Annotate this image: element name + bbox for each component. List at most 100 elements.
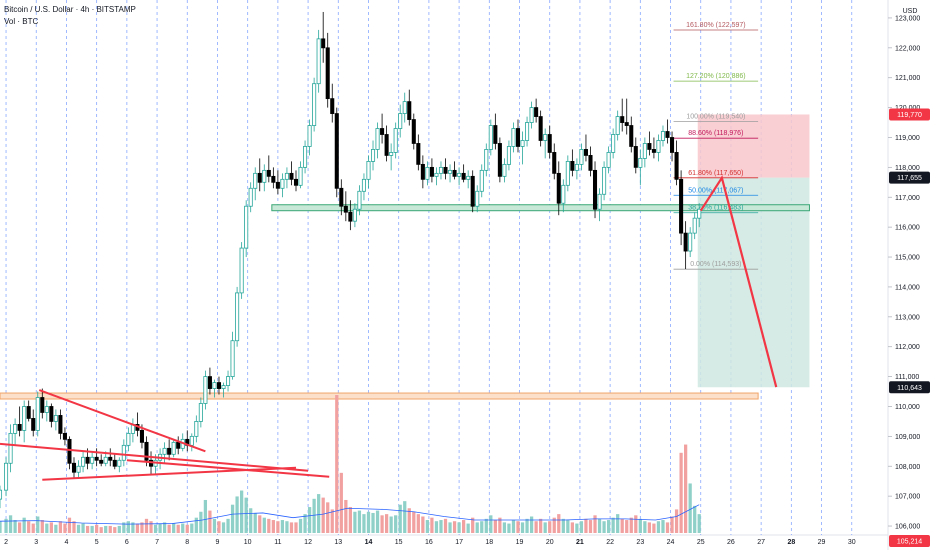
volume-bar bbox=[448, 522, 452, 533]
volume-bar bbox=[398, 504, 402, 533]
volume-bar bbox=[375, 510, 380, 533]
volume-bar bbox=[647, 522, 652, 533]
fib-level-label: 161.80% (122,597) bbox=[686, 22, 746, 29]
candle-down bbox=[31, 418, 36, 431]
price-badge-label: 105,214 bbox=[897, 539, 922, 546]
price-tick-label: 123,000 bbox=[895, 15, 920, 22]
candle-up bbox=[235, 292, 240, 342]
candle-down bbox=[556, 172, 561, 204]
volume-bar bbox=[31, 523, 35, 533]
volume-bar bbox=[357, 510, 362, 533]
candle-up bbox=[307, 125, 312, 147]
time-tick-label: 19 bbox=[516, 539, 524, 546]
candle-down bbox=[40, 397, 45, 413]
fib-level-label: 50.00% (117,067) bbox=[688, 187, 743, 194]
time-tick-label: 27 bbox=[757, 539, 765, 546]
candle-up bbox=[448, 169, 453, 174]
price-tick-label: 121,000 bbox=[895, 75, 920, 82]
volume-bar bbox=[117, 525, 121, 533]
volume-bar bbox=[480, 521, 484, 533]
candle-up bbox=[44, 406, 49, 413]
candle-down bbox=[583, 149, 588, 156]
volume-bar bbox=[149, 521, 153, 533]
volume-bar bbox=[684, 444, 688, 533]
candle-up bbox=[398, 113, 403, 129]
price-tick-label: 107,000 bbox=[895, 494, 920, 501]
volume-bar bbox=[8, 515, 13, 533]
volume-bar bbox=[108, 525, 112, 533]
candle-up bbox=[171, 441, 176, 455]
candle-down bbox=[139, 429, 144, 443]
candle-down bbox=[67, 438, 72, 464]
candle-down bbox=[534, 107, 539, 117]
time-tick-label: 5 bbox=[95, 539, 99, 546]
candle-up bbox=[53, 415, 58, 422]
volume-bar bbox=[258, 515, 262, 533]
candle-up bbox=[606, 152, 611, 168]
candle-up bbox=[697, 208, 702, 219]
volume-bar bbox=[67, 517, 72, 533]
volume-bar bbox=[262, 517, 266, 533]
volume-bar bbox=[317, 494, 321, 533]
candle-down bbox=[99, 459, 104, 464]
volume-bar bbox=[162, 522, 167, 533]
time-tick-label: 25 bbox=[697, 539, 705, 546]
volume-bar bbox=[95, 524, 99, 533]
candle-up bbox=[316, 38, 321, 85]
fib-level-label: 88.60% (118,976) bbox=[688, 130, 743, 137]
volume-bar bbox=[380, 515, 384, 533]
time-tick-label: 8 bbox=[185, 539, 189, 546]
volume-bar bbox=[126, 521, 130, 533]
volume-bar bbox=[697, 514, 701, 533]
candle-up bbox=[466, 175, 471, 180]
volume-bar bbox=[597, 518, 602, 533]
candle-down bbox=[683, 232, 688, 252]
candle-up bbox=[280, 178, 285, 189]
fib-level-label: 127.20% (120,886) bbox=[686, 73, 746, 80]
price-tick-label: 116,000 bbox=[895, 225, 920, 232]
time-tick-label: 14 bbox=[365, 539, 373, 546]
candle-down bbox=[674, 152, 679, 180]
volume-bar bbox=[307, 507, 312, 533]
volume-bar bbox=[176, 524, 180, 533]
candle-up bbox=[366, 160, 371, 180]
candle-down bbox=[343, 205, 348, 213]
candle-up bbox=[425, 166, 430, 180]
volume-bar bbox=[4, 518, 8, 533]
time-tick-label: 7 bbox=[155, 539, 159, 546]
candle-up bbox=[565, 160, 570, 186]
candle-up bbox=[525, 122, 530, 141]
volume-bar bbox=[63, 523, 67, 533]
volume-bar bbox=[22, 517, 26, 533]
stop-loss-zone bbox=[697, 114, 810, 178]
volume-bar bbox=[72, 521, 76, 533]
price-tick-label: 117,000 bbox=[895, 195, 920, 202]
volume-bar bbox=[326, 502, 330, 533]
candle-up bbox=[520, 140, 525, 147]
price-tick-label: 119,000 bbox=[895, 135, 920, 142]
volume-bar bbox=[634, 515, 638, 533]
volume-bar bbox=[457, 522, 461, 533]
volume-bar bbox=[371, 512, 375, 533]
candle-down bbox=[266, 169, 271, 177]
candle-up bbox=[230, 340, 235, 377]
volume-bar bbox=[471, 517, 475, 533]
candle-down bbox=[384, 134, 389, 156]
candle-down bbox=[293, 178, 299, 186]
candle-up bbox=[434, 172, 439, 177]
time-tick-label: 2 bbox=[4, 539, 8, 546]
time-tick-label: 3 bbox=[34, 539, 38, 546]
volume-bar bbox=[452, 521, 457, 533]
volume-bar bbox=[190, 523, 194, 533]
fib-level-label: 38.20% (116,483) bbox=[688, 205, 743, 212]
candle-down bbox=[515, 128, 521, 147]
volume-bar bbox=[489, 515, 493, 533]
price-badge-label: 117,655 bbox=[897, 175, 922, 182]
candle-up bbox=[402, 101, 407, 114]
volume-bar bbox=[425, 520, 430, 533]
time-tick-label: 22 bbox=[606, 539, 614, 546]
volume-bar bbox=[606, 520, 611, 533]
time-tick-label: 18 bbox=[485, 539, 493, 546]
